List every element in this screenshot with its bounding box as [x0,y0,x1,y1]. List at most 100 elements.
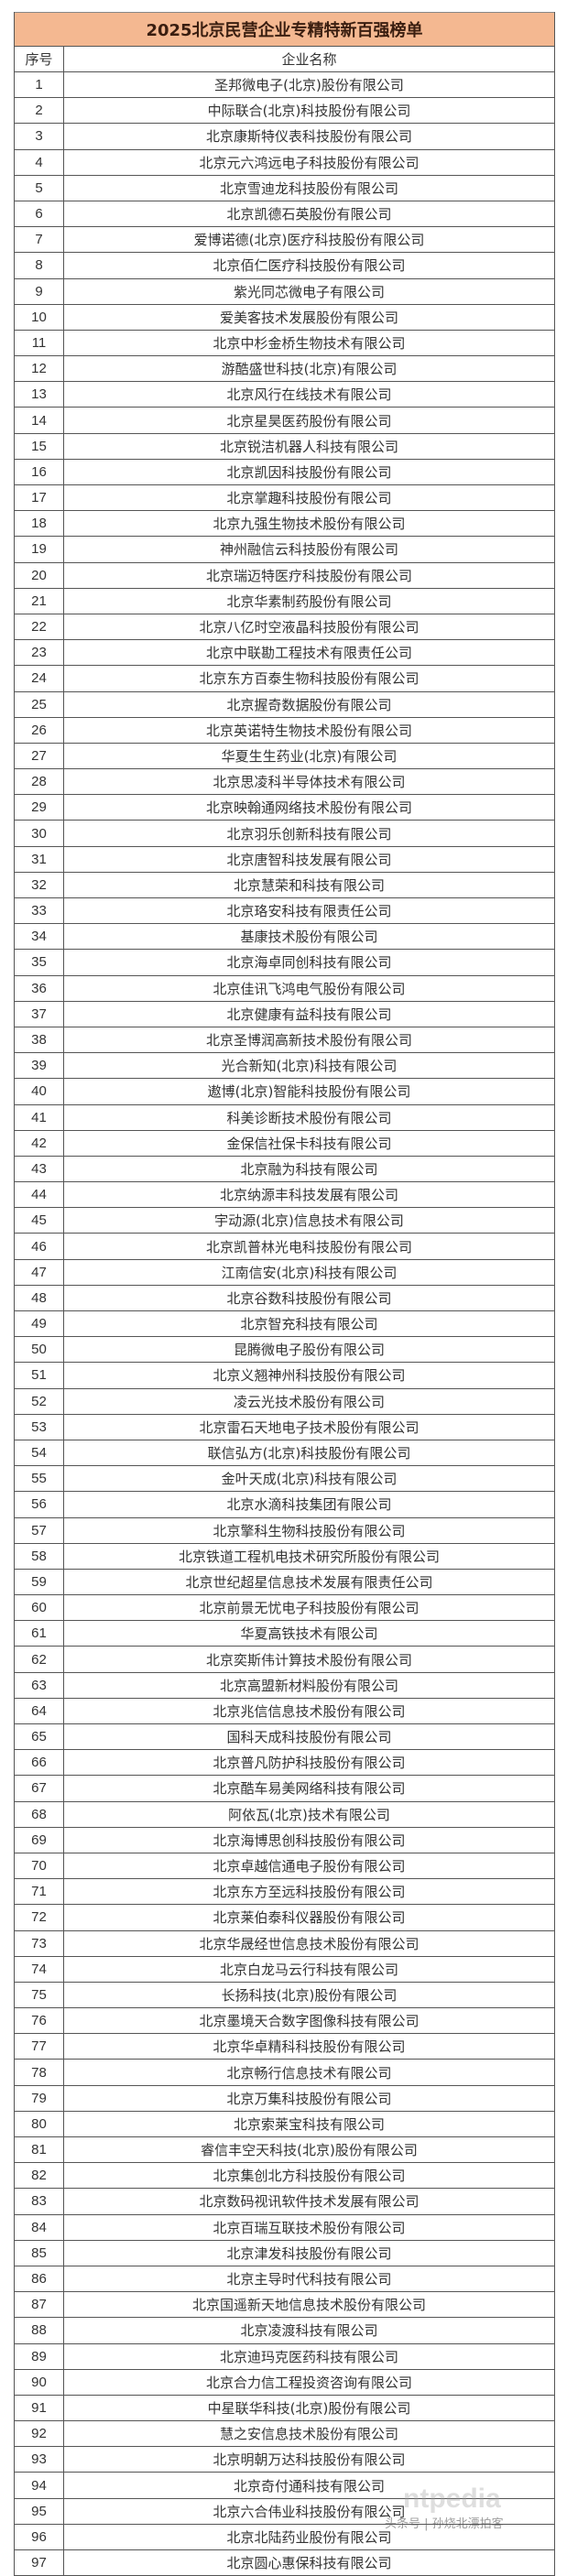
company-name: 北京瑞迈特医疗科技股份有限公司 [205,567,412,584]
table-row: 42 金保信社保卡科技有限公司 [15,1130,554,1157]
company-name: 北京凌渡科技有限公司 [240,2322,378,2340]
table-row: 34 基康技术股份有限公司 [15,924,554,951]
row-number: 45 [15,1208,64,1234]
company-name: 北京华卓精科科技股份有限公司 [213,2038,406,2056]
row-number: 44 [15,1182,64,1208]
watermark-logo: ntpedia [403,2484,501,2514]
table-row: 20 北京瑞迈特医疗科技股份有限公司 [15,562,554,589]
table-row: 5 北京雪迪龙科技股份有限公司 [15,175,554,201]
company-name: 睿信丰空天科技(北京)股份有限公司 [201,2142,418,2159]
table-row: 95 北京六合伟业科技股份有限公司 [15,2498,554,2525]
row-number: 84 [15,2214,64,2240]
company-name: 华夏高铁技术有限公司 [240,1625,378,1643]
table-row: 90 北京合力信工程投资咨询有限公司 [15,2369,554,2396]
table-row: 48 北京谷数科技股份有限公司 [15,1285,554,1311]
company-name: 北京水滴科技集团有限公司 [226,1496,392,1514]
company-name: 北京酷车易美网络科技有限公司 [213,1780,406,1798]
company-name: 江南信安(北京)科技有限公司 [221,1264,398,1281]
table-row: 66 北京普凡防护科技股份有限公司 [15,1750,554,1777]
company-name: 圣邦微电子(北京)股份有限公司 [214,77,404,94]
table-row: 54 联信弘方(北京)科技股份有限公司 [15,1440,554,1467]
company-name: 中星联华科技(北京)股份有限公司 [207,2399,411,2417]
company-name: 北京白龙马云行科技有限公司 [219,1961,398,1978]
company-name: 北京元六鸿远电子科技股份有限公司 [199,154,420,171]
row-number: 38 [15,1027,64,1053]
company-name: 北京东方至远科技股份有限公司 [213,1884,406,1901]
row-number: 89 [15,2343,64,2369]
table-row: 89 北京迪玛克医药科技有限公司 [15,2343,554,2370]
table-row: 85 北京津发科技股份有限公司 [15,2240,554,2266]
company-name: 北京雪迪龙科技股份有限公司 [219,179,398,197]
table-row: 7 爱博诺德(北京)医疗科技股份有限公司 [15,227,554,254]
row-number: 30 [15,821,64,846]
column-header-name: 企业名称 [281,51,337,68]
company-name: 北京佳讯飞鸿电气股份有限公司 [213,980,406,997]
company-name: 北京数码视讯软件技术发展有限公司 [199,2193,420,2211]
table-row: 45 宇动源(北京)信息技术有限公司 [15,1208,554,1234]
table-row: 92 慧之安信息技术股份有限公司 [15,2421,554,2448]
table-row: 43 北京融为科技有限公司 [15,1156,554,1183]
row-number: 47 [15,1259,64,1285]
row-number: 70 [15,1853,64,1879]
row-number: 67 [15,1776,64,1801]
company-name: 神州融信云科技股份有限公司 [219,541,398,559]
table-row: 69 北京海博思创科技股份有限公司 [15,1827,554,1853]
row-number: 48 [15,1285,64,1310]
table-row: 60 北京前景无忧电子科技股份有限公司 [15,1595,554,1622]
row-number: 54 [15,1440,64,1466]
row-number: 22 [15,614,64,640]
table-row: 12 游酷盛世科技(北京)有限公司 [15,356,554,383]
table-row: 68 阿依瓦(北京)技术有限公司 [15,1801,554,1828]
row-number: 9 [15,278,64,304]
row-number: 53 [15,1414,64,1440]
table-row: 65 国科天成科技股份有限公司 [15,1724,554,1751]
company-name: 北京津发科技股份有限公司 [226,2244,392,2262]
company-name: 北京纳源丰科技发展有限公司 [219,1187,398,1204]
table-row: 57 北京擎科生物科技股份有限公司 [15,1517,554,1544]
row-number: 42 [15,1130,64,1156]
row-number: 24 [15,666,64,691]
row-number: 33 [15,898,64,924]
ranking-table: 2025北京民营企业专精特新百强榜单 序号 企业名称 1 圣邦微电子(北京)股份有… [14,12,555,2576]
company-name: 北京康斯特仪表科技股份有限公司 [205,128,412,146]
row-number: 87 [15,2292,64,2318]
row-number: 82 [15,2163,64,2189]
row-number: 3 [15,124,64,149]
table-row: 87 北京国遥新天地信息技术股份有限公司 [15,2292,554,2319]
row-number: 71 [15,1879,64,1905]
company-name: 北京八亿时空液晶科技股份有限公司 [199,619,420,636]
company-name: 北京百瑞互联技术股份有限公司 [213,2219,406,2236]
table-row: 93 北京明朝万达科技股份有限公司 [15,2447,554,2473]
company-name: 凌云光技术股份有限公司 [233,1393,385,1410]
table-row: 83 北京数码视讯软件技术发展有限公司 [15,2189,554,2215]
table-row: 52 凌云光技术股份有限公司 [15,1388,554,1415]
company-name: 北京索莱宝科技有限公司 [233,2115,385,2133]
table-row: 24 北京东方百泰生物科技股份有限公司 [15,666,554,692]
row-number: 95 [15,2498,64,2524]
row-number: 58 [15,1543,64,1569]
table-row: 84 北京百瑞互联技术股份有限公司 [15,2214,554,2241]
row-number: 60 [15,1595,64,1621]
row-number: 75 [15,1982,64,2008]
company-name: 北京普凡防护科技股份有限公司 [213,1755,406,1772]
company-name: 昆腾微电子股份有限公司 [233,1342,385,1359]
table-row: 26 北京英诺特生物技术股份有限公司 [15,717,554,744]
row-number: 96 [15,2524,64,2549]
company-name: 北京义翘神州科技股份有限公司 [213,1367,406,1385]
row-number: 85 [15,2240,64,2266]
company-name: 北京华晟经世信息技术股份有限公司 [199,1935,420,1952]
row-number: 20 [15,562,64,588]
table-row: 50 昆腾微电子股份有限公司 [15,1337,554,1364]
company-name: 北京奇付通科技有限公司 [233,2477,385,2494]
row-number: 12 [15,356,64,382]
company-name: 北京佰仁医疗科技股份有限公司 [213,257,406,275]
company-name: 北京凯因科技股份有限公司 [226,463,392,481]
table-row: 49 北京智充科技有限公司 [15,1311,554,1338]
row-number: 62 [15,1647,64,1672]
column-header-no: 序号 [15,47,64,71]
company-name: 北京握奇数据股份有限公司 [226,696,392,713]
company-name: 北京明朝万达科技股份有限公司 [213,2451,406,2469]
row-number: 27 [15,743,64,769]
row-number: 11 [15,330,64,356]
table-row: 1 圣邦微电子(北京)股份有限公司 [15,72,554,99]
